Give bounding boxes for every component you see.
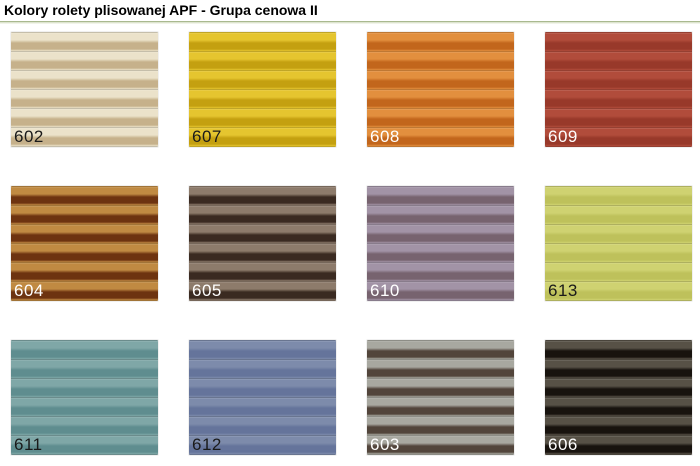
color-swatch-607: 607 [189, 32, 336, 147]
color-swatch-602: 602 [11, 32, 158, 147]
color-swatch-606: 606 [545, 340, 692, 455]
swatch-code-label: 607 [192, 127, 222, 146]
color-swatch-grid: 602 607 608 609 604 605 610 613 611 612 … [11, 32, 700, 455]
color-swatch-610: 610 [367, 186, 514, 301]
swatch-code-label: 603 [370, 435, 400, 454]
title-divider [0, 21, 700, 24]
swatch-code-label: 605 [192, 281, 222, 300]
swatch-code-label: 602 [14, 127, 44, 146]
swatch-code-label: 606 [548, 435, 578, 454]
color-swatch-604: 604 [11, 186, 158, 301]
color-swatch-605: 605 [189, 186, 336, 301]
swatch-code-label: 612 [192, 435, 222, 454]
swatch-code-label: 609 [548, 127, 578, 146]
color-swatch-612: 612 [189, 340, 336, 455]
page-title: Kolory rolety plisowanej APF - Grupa cen… [4, 2, 318, 18]
color-swatch-603: 603 [367, 340, 514, 455]
color-swatch-613: 613 [545, 186, 692, 301]
swatch-code-label: 608 [370, 127, 400, 146]
swatch-code-label: 604 [14, 281, 44, 300]
color-swatch-609: 609 [545, 32, 692, 147]
swatch-code-label: 610 [370, 281, 400, 300]
color-swatch-611: 611 [11, 340, 158, 455]
swatch-code-label: 611 [14, 435, 43, 454]
swatch-code-label: 613 [548, 281, 578, 300]
color-swatch-608: 608 [367, 32, 514, 147]
